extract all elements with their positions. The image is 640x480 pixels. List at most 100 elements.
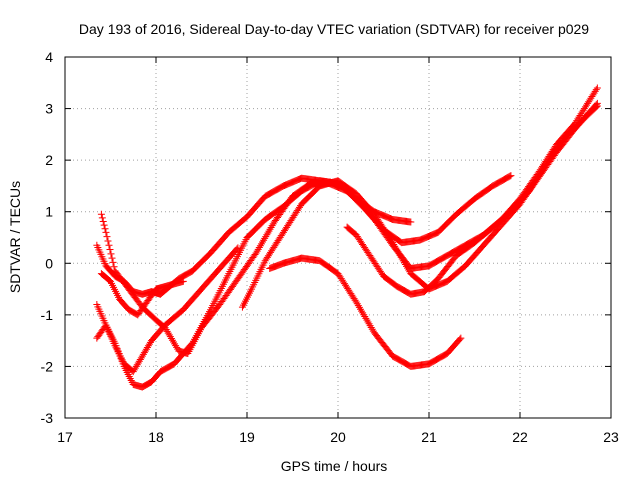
plus-marker xyxy=(259,238,267,246)
x-axis-label: GPS time / hours xyxy=(281,458,388,474)
plus-marker xyxy=(394,248,402,256)
plus-marker xyxy=(102,228,110,236)
plus-marker xyxy=(361,313,369,321)
plus-marker xyxy=(391,242,399,250)
plus-marker xyxy=(397,253,405,261)
plus-marker xyxy=(262,233,270,241)
plus-marker xyxy=(164,329,172,337)
plus-marker xyxy=(165,331,173,339)
plus-marker xyxy=(252,249,260,257)
plus-marker xyxy=(106,246,114,254)
plus-marker xyxy=(399,257,407,265)
plus-marker xyxy=(233,245,241,253)
plus-marker xyxy=(260,236,268,244)
x-tick-label: 23 xyxy=(603,429,619,445)
plus-marker xyxy=(267,223,275,231)
plus-marker xyxy=(592,86,600,94)
plus-marker xyxy=(256,242,264,250)
plus-marker xyxy=(389,239,397,247)
plus-marker xyxy=(234,244,242,252)
y-tick-label: 0 xyxy=(45,255,53,271)
plus-marker xyxy=(100,221,108,229)
plus-marker xyxy=(105,241,113,249)
plus-marker xyxy=(457,334,465,342)
plus-marker xyxy=(395,250,403,258)
y-tick-label: 1 xyxy=(45,204,53,220)
chart-title: Day 193 of 2016, Sidereal Day-to-day VTE… xyxy=(79,21,589,37)
plus-marker xyxy=(266,225,274,233)
plus-marker xyxy=(163,327,171,335)
y-tick-label: -1 xyxy=(41,307,54,323)
plus-marker xyxy=(356,305,364,313)
plot-frame xyxy=(64,56,612,419)
grid xyxy=(65,57,611,418)
plus-marker xyxy=(265,227,273,235)
plus-marker xyxy=(173,343,181,351)
series-track-1 xyxy=(93,174,415,298)
plus-marker xyxy=(363,316,371,324)
plus-marker xyxy=(103,233,111,241)
x-tick-label: 18 xyxy=(148,429,164,445)
x-tick-label: 22 xyxy=(512,429,528,445)
y-tick-label: 2 xyxy=(45,152,53,168)
plus-marker xyxy=(355,303,363,311)
y-axis-label: SDTVAR / TECUs xyxy=(7,181,23,293)
plus-marker xyxy=(405,266,413,274)
plus-marker xyxy=(364,318,372,326)
plus-marker xyxy=(171,340,179,348)
x-tick-label: 21 xyxy=(421,429,437,445)
y-tick-label: 3 xyxy=(45,101,53,117)
data-points xyxy=(93,84,601,391)
plus-marker xyxy=(261,234,269,242)
series-track-8 xyxy=(343,102,601,298)
plus-marker xyxy=(390,240,398,248)
plus-marker xyxy=(104,237,112,245)
series-track-3 xyxy=(93,84,601,391)
plus-marker xyxy=(368,325,376,333)
plus-marker xyxy=(107,250,115,258)
x-tick-label: 20 xyxy=(330,429,346,445)
plus-marker xyxy=(362,314,370,322)
plus-marker xyxy=(101,225,109,233)
plus-marker xyxy=(593,84,601,92)
plus-marker xyxy=(358,307,366,315)
y-tick-label: 4 xyxy=(45,49,53,65)
plus-marker xyxy=(592,103,600,111)
plus-marker xyxy=(401,260,409,268)
plus-marker xyxy=(507,172,515,180)
plus-marker xyxy=(352,298,360,306)
plus-marker xyxy=(506,172,514,180)
plus-marker xyxy=(268,222,276,230)
plus-marker xyxy=(353,300,361,308)
plus-marker xyxy=(110,263,118,271)
plus-marker xyxy=(254,245,262,253)
plus-marker xyxy=(166,333,174,341)
plus-marker xyxy=(257,240,265,248)
plus-marker xyxy=(398,255,406,263)
plus-marker xyxy=(99,218,107,226)
plus-marker xyxy=(179,277,187,285)
plus-marker xyxy=(354,302,362,310)
series-track-4 xyxy=(93,244,242,376)
x-tick-label: 19 xyxy=(239,429,255,445)
plus-marker xyxy=(396,251,404,259)
plus-marker xyxy=(167,334,175,342)
plus-marker xyxy=(168,336,176,344)
plus-marker xyxy=(407,218,415,226)
plus-marker xyxy=(108,254,116,262)
plus-marker xyxy=(263,231,271,239)
plus-marker xyxy=(593,102,601,110)
plus-marker xyxy=(456,335,464,343)
x-tick-label: 17 xyxy=(57,429,73,445)
plus-marker xyxy=(360,311,368,319)
plus-marker xyxy=(255,244,263,252)
series-track-6 xyxy=(238,99,601,311)
series-track-5 xyxy=(97,270,187,319)
plus-marker xyxy=(172,342,180,350)
plus-marker xyxy=(170,338,177,346)
plus-marker xyxy=(253,247,261,255)
series-track-7 xyxy=(266,254,465,370)
plus-marker xyxy=(359,309,367,317)
